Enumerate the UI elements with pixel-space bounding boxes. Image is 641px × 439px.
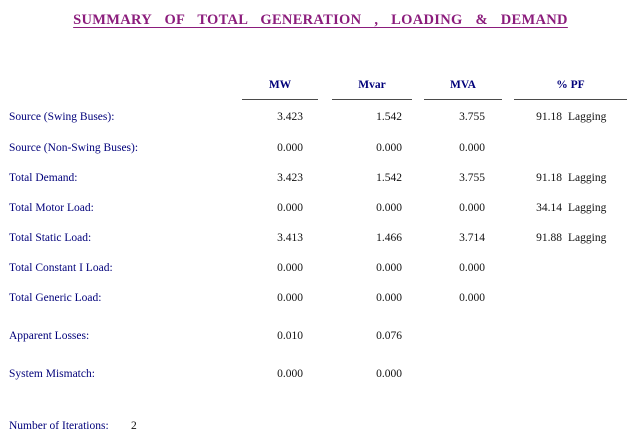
column-rule-mvar: [332, 99, 412, 100]
pf-value: 91.18: [536, 172, 562, 184]
column-header-mw: MW: [268, 79, 292, 91]
mw-value: 0.000: [277, 368, 303, 380]
mvar-value: 1.542: [376, 111, 402, 123]
column-header-pf: % PF: [556, 79, 585, 91]
pf-type: Lagging: [568, 111, 607, 123]
mva-value: 0.000: [459, 292, 485, 304]
mw-value: 3.423: [277, 172, 303, 184]
report-title: SUMMARY OF TOTAL GENERATION , LOADING & …: [73, 12, 568, 28]
column-header-mva: MVA: [450, 79, 476, 91]
pf-value: 91.88: [536, 232, 562, 244]
column-rule-mva: [424, 99, 502, 100]
mvar-value: 0.000: [376, 142, 402, 154]
mva-value: 0.000: [459, 202, 485, 214]
mvar-value: 1.542: [376, 172, 402, 184]
mvar-value: 0.000: [376, 368, 402, 380]
row-label-generic-load: Total Generic Load:: [9, 292, 102, 304]
pf-type: Lagging: [568, 202, 607, 214]
mw-value: 0.000: [277, 142, 303, 154]
row-label-source-non-swing: Source (Non-Swing Buses):: [9, 142, 139, 154]
mw-value: 0.010: [277, 330, 303, 342]
mvar-value: 0.000: [376, 292, 402, 304]
iterations-value: 2: [131, 420, 137, 432]
mw-value: 3.413: [277, 232, 303, 244]
mva-value: 3.755: [459, 172, 485, 184]
mva-value: 3.755: [459, 111, 485, 123]
row-label-total-demand: Total Demand:: [9, 172, 78, 184]
row-label-apparent-losses: Apparent Losses:: [9, 330, 90, 342]
mva-value: 3.714: [459, 232, 485, 244]
row-label-constant-i-load: Total Constant I Load:: [9, 262, 113, 274]
pf-type: Lagging: [568, 172, 607, 184]
mw-value: 0.000: [277, 262, 303, 274]
mva-value: 0.000: [459, 142, 485, 154]
column-rule-pf: [514, 99, 627, 100]
mw-value: 0.000: [277, 202, 303, 214]
row-label-static-load: Total Static Load:: [9, 232, 92, 244]
row-label-system-mismatch: System Mismatch:: [9, 368, 95, 380]
column-header-mvar: Mvar: [358, 79, 386, 91]
pf-value: 34.14: [536, 202, 562, 214]
row-label-source-swing: Source (Swing Buses):: [9, 111, 115, 123]
row-label-motor-load: Total Motor Load:: [9, 202, 94, 214]
iterations-label: Number of Iterations:: [9, 420, 109, 432]
mw-value: 0.000: [277, 292, 303, 304]
pf-type: Lagging: [568, 232, 607, 244]
column-rule-mw: [242, 99, 318, 100]
pf-value: 91.18: [536, 111, 562, 123]
mva-value: 0.000: [459, 262, 485, 274]
mvar-value: 0.000: [376, 202, 402, 214]
mvar-value: 0.076: [376, 330, 402, 342]
mw-value: 3.423: [277, 111, 303, 123]
mvar-value: 1.466: [376, 232, 402, 244]
mvar-value: 0.000: [376, 262, 402, 274]
